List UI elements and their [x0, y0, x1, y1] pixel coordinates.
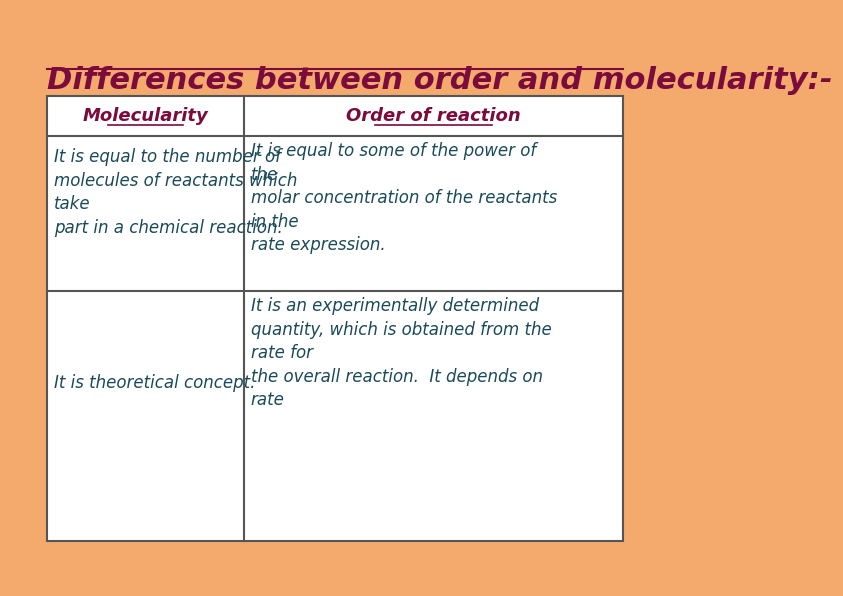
- Bar: [47, 96, 623, 541]
- Text: It is an experimentally determined
quantity, which is obtained from the
rate for: It is an experimentally determined quant…: [250, 297, 551, 409]
- Text: Molecularity: Molecularity: [83, 107, 209, 125]
- Text: It is equal to the number of
molecules of reactants which
take
part in a chemica: It is equal to the number of molecules o…: [54, 148, 297, 237]
- Text: It is theoretical concept.: It is theoretical concept.: [54, 303, 255, 392]
- Text: It is equal to some of the power of
the
molar concentration of the reactants
in : It is equal to some of the power of the …: [250, 142, 557, 254]
- Text: Differences between order and molecularity:-: Differences between order and moleculari…: [47, 66, 833, 95]
- Text: Order of reaction: Order of reaction: [346, 107, 521, 125]
